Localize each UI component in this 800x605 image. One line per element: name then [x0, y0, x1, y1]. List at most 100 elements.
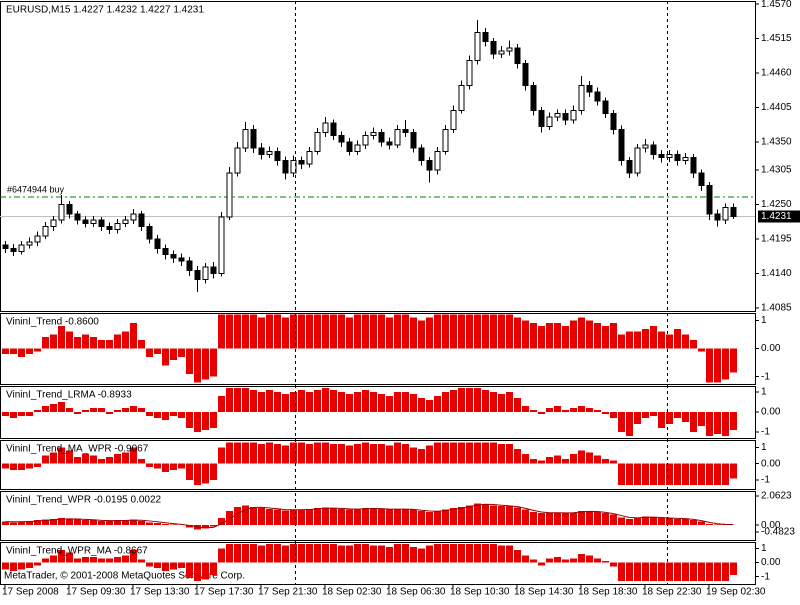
bar	[394, 442, 401, 463]
candle-body	[43, 226, 48, 235]
bar	[282, 510, 289, 525]
candle-body	[283, 161, 288, 174]
bar	[170, 563, 177, 570]
bar	[330, 508, 337, 525]
bar	[730, 563, 737, 575]
bar	[314, 442, 321, 463]
bar	[298, 442, 305, 463]
bar	[370, 392, 377, 412]
bar	[490, 442, 497, 463]
bar	[234, 388, 241, 412]
bar	[426, 546, 433, 563]
bar	[306, 315, 313, 349]
bar	[626, 563, 633, 581]
bar	[586, 320, 593, 348]
y-tick-label: 0.00	[761, 557, 781, 568]
bar	[586, 511, 593, 525]
bar	[490, 544, 497, 562]
bar	[450, 544, 457, 562]
bar	[274, 510, 281, 526]
candle-body	[539, 111, 544, 127]
candle-body	[339, 136, 344, 142]
bar	[410, 394, 417, 412]
bar	[50, 404, 57, 412]
bar	[234, 507, 241, 525]
bar	[2, 349, 9, 355]
bar	[154, 349, 161, 355]
bar	[266, 315, 273, 349]
y-tick-label: 2.0623	[761, 491, 792, 502]
candle-body	[243, 129, 248, 148]
bar	[698, 464, 705, 485]
bar	[642, 517, 649, 525]
bar	[490, 315, 497, 349]
bar	[450, 508, 457, 525]
bar	[522, 454, 529, 464]
bar	[338, 546, 345, 563]
bar	[570, 454, 577, 464]
bar	[634, 464, 641, 485]
bar	[698, 349, 705, 352]
candle-body	[483, 32, 488, 41]
y-tick-label: 1	[761, 315, 767, 326]
bar	[58, 326, 65, 349]
bar	[714, 412, 721, 434]
bar	[90, 557, 97, 563]
bar	[586, 408, 593, 412]
candle-body	[275, 151, 280, 160]
candle-body	[347, 142, 352, 151]
candle-body	[219, 217, 224, 273]
bar	[234, 442, 241, 463]
candle-body	[627, 161, 632, 174]
bar	[122, 332, 129, 349]
bar	[522, 510, 529, 526]
bar	[626, 332, 633, 349]
bar	[210, 464, 217, 480]
bar	[698, 412, 705, 426]
bar	[682, 563, 689, 581]
bar	[114, 454, 121, 464]
bar	[250, 442, 257, 463]
bar	[298, 544, 305, 562]
x-tick-label: 18 Sep 22:30	[642, 587, 702, 598]
bar	[730, 412, 737, 430]
bar	[346, 510, 353, 526]
bar	[674, 464, 681, 485]
candle-body	[683, 158, 688, 161]
candle-body	[675, 154, 680, 160]
candle-body	[555, 114, 560, 117]
bar	[90, 337, 97, 348]
bar	[410, 547, 417, 563]
bar	[2, 563, 9, 570]
x-tick-label: 18 Sep 14:30	[514, 587, 574, 598]
bar	[378, 444, 385, 464]
bar	[706, 524, 713, 525]
bar	[90, 520, 97, 525]
x-tick-label: 18 Sep 10:30	[450, 587, 510, 598]
candle-body	[123, 220, 128, 223]
bar	[666, 334, 673, 348]
y-tick-label: 1.4305	[761, 165, 792, 176]
bar	[594, 512, 601, 525]
bar	[18, 464, 25, 471]
bar	[410, 447, 417, 463]
y-tick-label: 1.4195	[761, 234, 792, 245]
candle-body	[155, 239, 160, 248]
bar	[578, 511, 585, 525]
bar	[442, 442, 449, 463]
bar	[178, 412, 185, 418]
bar	[482, 442, 489, 463]
candle-body	[267, 151, 272, 154]
bar	[650, 563, 657, 581]
bar	[34, 563, 41, 566]
candle-body	[163, 248, 168, 254]
bar	[474, 388, 481, 412]
candle-body	[3, 245, 8, 248]
bar	[338, 444, 345, 464]
y-tick-label: 0.00	[761, 343, 781, 354]
bar	[162, 349, 169, 366]
candle-body	[35, 236, 40, 242]
bar	[130, 323, 137, 348]
candle-body	[467, 60, 472, 85]
bar	[442, 544, 449, 562]
